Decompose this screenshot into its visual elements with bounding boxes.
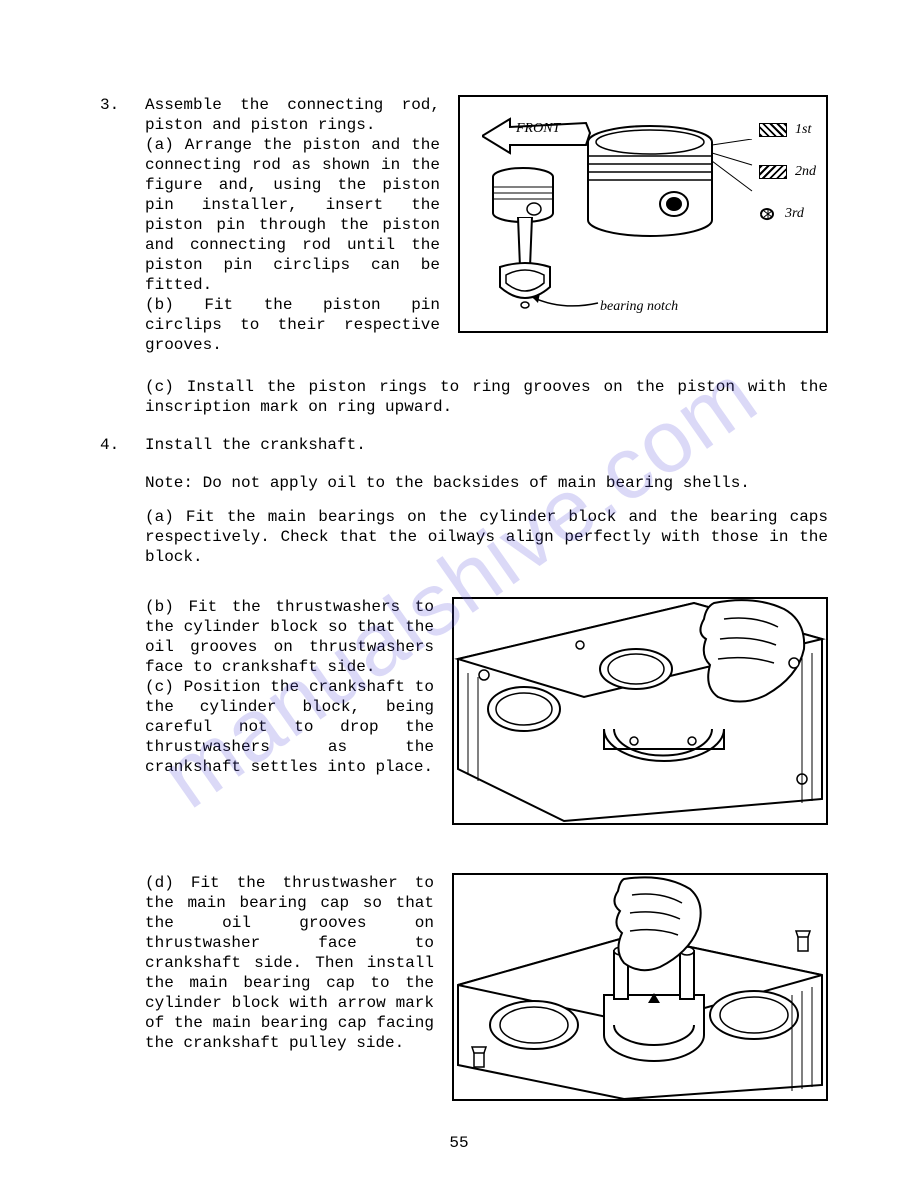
step-4d: (d) Fit the thrustwasher to the main bea…: [145, 873, 434, 1053]
text-figure-row: (d) Fit the thrustwasher to the main bea…: [145, 873, 828, 1101]
step-3a: (a) Arrange the piston and the connectin…: [145, 136, 440, 294]
step-4a: (a) Fit the main bearings on the cylinde…: [145, 507, 828, 567]
spacer: [100, 459, 828, 473]
spacer: [100, 359, 828, 377]
step-number: 4.: [100, 435, 145, 455]
spacer: [100, 417, 828, 435]
spacer: [100, 493, 828, 507]
step-4-lead: Install the crankshaft.: [145, 435, 828, 455]
legend-2nd: 2nd: [795, 155, 816, 189]
legend-3rd: 3rd: [785, 197, 804, 231]
spacer: [100, 567, 828, 597]
figure-thrustwasher-block: [452, 597, 828, 825]
legend-1st: 1st: [795, 113, 811, 147]
step-4bc-block: (b) Fit the thrustwashers to the cylinde…: [145, 597, 828, 825]
step-3: 3. Assemble the connecting rod, piston a…: [100, 95, 828, 355]
figure-bearing-cap: [452, 873, 828, 1101]
bearing-notch-label: bearing notch: [600, 297, 678, 317]
spacer: [100, 825, 828, 873]
ring-legend: 1st 2nd 3rd: [759, 113, 816, 239]
step-3b: (b) Fit the piston pin circlips to their…: [145, 296, 440, 354]
ring-pointers-icon: [712, 139, 760, 199]
hatch-2nd-icon: [759, 165, 787, 179]
step-4-note: Note: Do not apply oil to the backsides …: [145, 473, 828, 493]
legend-row-3: 3rd: [759, 197, 816, 231]
legend-row-1: 1st: [759, 113, 816, 147]
bearing-notch-pointer-icon: [532, 293, 602, 313]
bearing-cap-illustration-icon: [454, 875, 826, 1099]
hatch-1st-icon: [759, 123, 787, 137]
legend-row-2: 2nd: [759, 155, 816, 189]
text-figure-row: Assemble the connecting rod, piston and …: [145, 95, 828, 355]
page-number: 55: [0, 1134, 918, 1152]
thrustwasher-block-illustration-icon: [454, 599, 826, 823]
step-body: Assemble the connecting rod, piston and …: [145, 95, 828, 355]
step-4b: (b) Fit the thrustwashers to the cylinde…: [145, 598, 434, 676]
step-3-lead: Assemble the connecting rod, piston and …: [145, 96, 440, 134]
step-3c: (c) Install the piston rings to ring gro…: [145, 377, 828, 417]
step-4bc-text: (b) Fit the thrustwashers to the cylinde…: [145, 597, 434, 777]
figure-piston-diagram: FRONT: [458, 95, 828, 333]
step-4: 4. Install the crankshaft.: [100, 435, 828, 455]
large-piston-icon: [580, 122, 720, 252]
text-figure-row: (b) Fit the thrustwashers to the cylinde…: [145, 597, 828, 825]
step-4d-block: (d) Fit the thrustwasher to the main bea…: [145, 873, 828, 1101]
ring-cross-section-icon: [759, 207, 777, 221]
step-number: 3.: [100, 95, 145, 115]
manual-page: manualshive.com 3. Assemble the connecti…: [0, 0, 918, 1188]
front-arrow-label: FRONT: [516, 119, 560, 139]
step-4c: (c) Position the crankshaft to the cylin…: [145, 678, 434, 776]
step-3-text: Assemble the connecting rod, piston and …: [145, 95, 440, 355]
